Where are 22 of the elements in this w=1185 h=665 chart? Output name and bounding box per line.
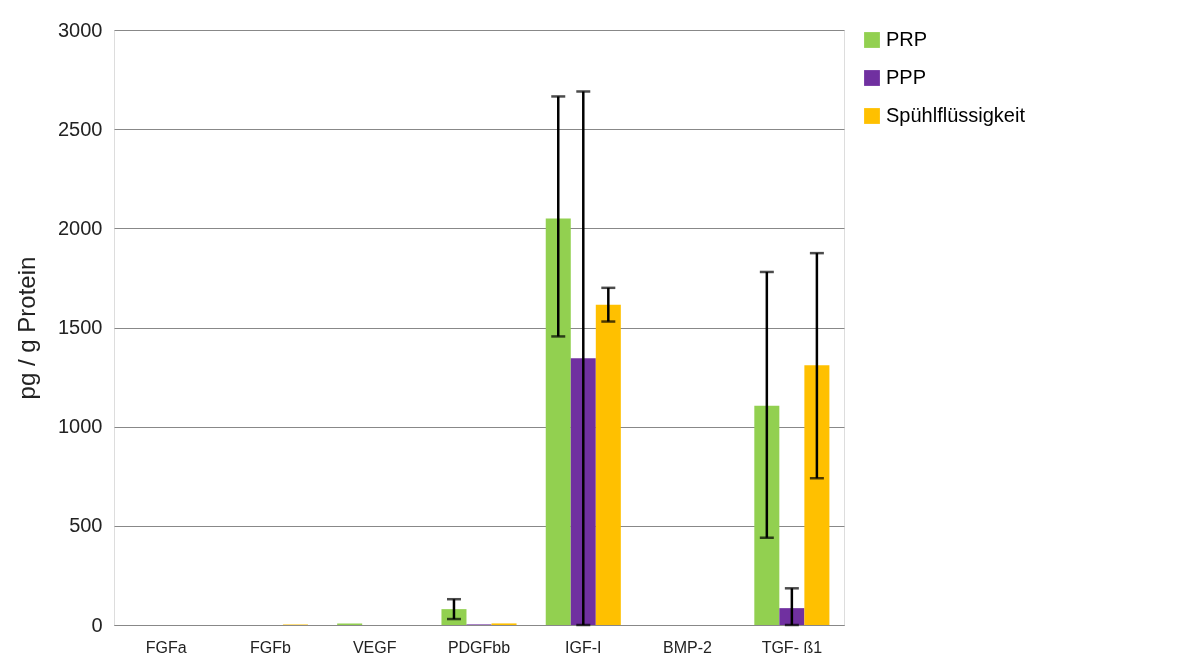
bar — [804, 365, 830, 625]
y-tick-label: 2500 — [58, 117, 103, 140]
y-axis-title: pg / g Protein — [13, 256, 41, 400]
legend-label: PRP — [886, 28, 928, 50]
y-tick-label: 0 — [91, 613, 103, 636]
x-tick-label: IGF-I — [565, 638, 602, 656]
x-tick-label: FGFa — [145, 638, 187, 656]
y-tick-label: 1000 — [58, 415, 103, 438]
bar — [595, 304, 621, 625]
x-tick-label: FGFb — [249, 638, 291, 656]
y-tick-label: 2000 — [58, 216, 103, 239]
legend-label: Spühlflüssigkeit — [886, 104, 1026, 126]
x-tick-label: TGF- ß1 — [761, 638, 823, 656]
y-tick-label: 500 — [69, 514, 103, 537]
bar — [754, 405, 780, 625]
y-tick-label: 3000 — [58, 18, 103, 41]
x-tick-label: PDGFbb — [447, 638, 511, 656]
y-tick-label: 1500 — [58, 316, 103, 338]
x-tick-label: VEGF — [352, 638, 397, 656]
legend-label: PPP — [886, 66, 927, 88]
bar — [545, 218, 571, 625]
x-tick-label: BMP-2 — [663, 638, 713, 656]
